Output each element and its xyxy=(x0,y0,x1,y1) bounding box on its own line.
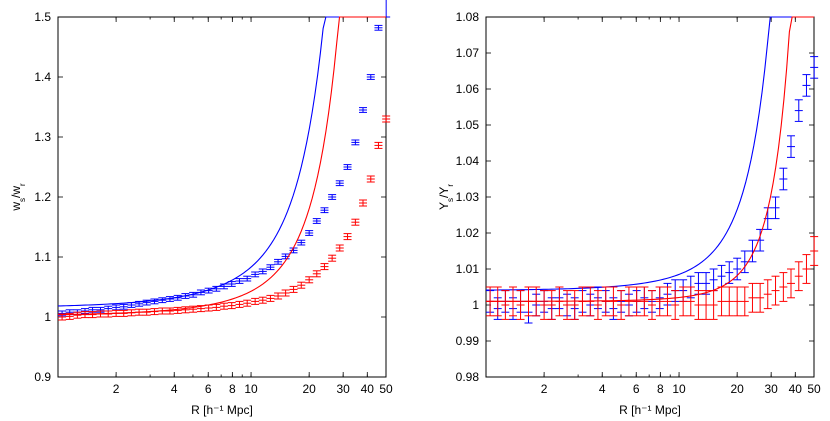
y-axis-label-part: s xyxy=(446,198,455,202)
x-tick-label: 2 xyxy=(113,382,120,396)
x-tick-label: 10 xyxy=(244,382,258,396)
x-tick-label: 8 xyxy=(657,382,664,396)
plot-frame xyxy=(57,16,387,378)
x-tick-label: 50 xyxy=(379,382,393,396)
series-blue-fit-line xyxy=(57,16,386,307)
x-tick-label: 8 xyxy=(229,382,236,396)
y-tick-label: 1 xyxy=(44,310,51,324)
y-axis-label-part: w xyxy=(9,202,23,212)
y-tick-label: 1.5 xyxy=(34,10,51,24)
x-tick-label: 6 xyxy=(633,382,640,396)
y-axis-label: ws/wr xyxy=(9,183,27,212)
x-tick-label: 4 xyxy=(599,382,606,396)
x-tick-label: 30 xyxy=(336,382,350,396)
y-tick-label: 1.1 xyxy=(34,250,51,264)
series-red-fit-line xyxy=(486,16,814,302)
y-tick-label: 1.05 xyxy=(456,118,480,132)
x-tick-label: 10 xyxy=(672,382,686,396)
x-tick-label: 50 xyxy=(807,382,821,396)
x-tick-label: 30 xyxy=(764,382,778,396)
y-axis-label: Υs/Υr xyxy=(437,184,455,210)
y-axis-label-part: /Υ xyxy=(437,187,451,198)
x-axis-label: R [h⁻¹ Mpc] xyxy=(619,403,681,417)
y-tick-label: 0.9 xyxy=(34,370,51,384)
x-tick-label: 4 xyxy=(171,382,178,396)
y-axis-label-part: r xyxy=(446,184,455,187)
y-axis-label-part: /w xyxy=(9,186,23,198)
x-tick-label: 40 xyxy=(789,382,803,396)
y-axis-label-part: Υ xyxy=(437,202,451,210)
series-blue-fit-line xyxy=(485,16,814,291)
y-tick-label: 1.04 xyxy=(456,154,480,168)
plot-frame xyxy=(485,16,815,378)
y-tick-label: 1.06 xyxy=(456,82,480,96)
y-tick-label: 1.3 xyxy=(34,130,51,144)
x-tick-label: 2 xyxy=(541,382,548,396)
x-tick-label: 40 xyxy=(361,382,375,396)
x-axis-label: R [h⁻¹ Mpc] xyxy=(191,403,253,417)
y-tick-label: 1.2 xyxy=(34,190,51,204)
x-tick-label: 6 xyxy=(205,382,212,396)
y-tick-label: 1.08 xyxy=(456,10,480,24)
y-axis-label-part: r xyxy=(18,183,27,186)
y-tick-label: 1.03 xyxy=(456,190,480,204)
x-tick-label: 20 xyxy=(302,382,316,396)
right-panel: 2 4 6 8 10 20 30 40 50 0.98 0.99 1 1.01 1.02 1.03 1.04 1… xyxy=(437,10,821,417)
y-tick-label: 1.4 xyxy=(34,70,51,84)
y-tick-label: 1 xyxy=(472,298,479,312)
y-tick-label: 1.01 xyxy=(456,262,480,276)
y-axis-label-part: s xyxy=(18,198,27,202)
y-tick-label: 0.98 xyxy=(456,370,480,384)
y-tick-label: 1.07 xyxy=(456,46,480,60)
y-tick-label: 1.02 xyxy=(456,226,480,240)
left-panel: 2 4 6 8 10 20 30 40 50 0.9 1 1.1 1.2 1.3 1.4 1.5 R [h⁻¹ … xyxy=(9,0,393,417)
y-tick-label: 0.99 xyxy=(456,334,480,348)
x-tick-label: 20 xyxy=(730,382,744,396)
